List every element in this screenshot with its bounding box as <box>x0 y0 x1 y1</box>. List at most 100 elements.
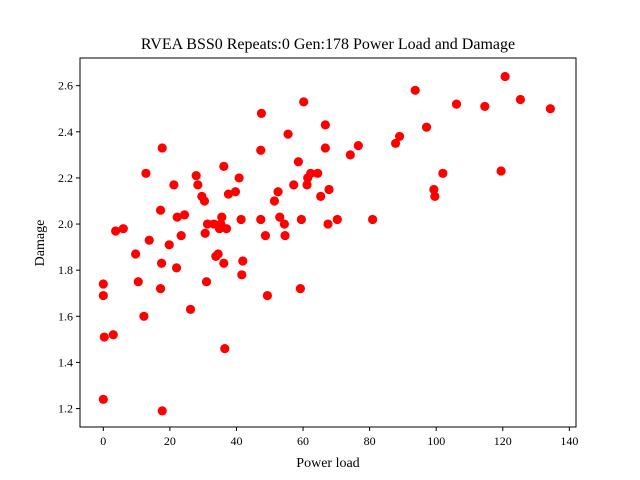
scatter-point <box>410 85 420 95</box>
scatter-point <box>202 219 213 229</box>
scatter-point <box>98 394 108 404</box>
x-tick-label: 40 <box>230 434 242 448</box>
scatter-point <box>199 196 210 206</box>
scatter-point <box>273 187 283 197</box>
scatter-point <box>275 212 285 222</box>
scatter-point <box>296 214 306 225</box>
scatter-point <box>219 258 229 268</box>
scatter-point <box>390 138 401 148</box>
scatter-point <box>193 180 203 190</box>
scatter-point <box>237 270 247 280</box>
scatter-point <box>256 214 266 225</box>
points-layer <box>98 71 555 416</box>
scatter-point <box>302 180 312 190</box>
scatter-point <box>280 230 290 241</box>
scatter-point <box>320 120 330 130</box>
x-axis-label: Power load <box>296 456 359 471</box>
scatter-point <box>139 311 149 321</box>
scatter-point <box>316 191 326 201</box>
scatter-point <box>130 249 141 259</box>
scatter-point <box>155 205 166 215</box>
scatter-point <box>323 219 333 229</box>
scatter-point <box>230 187 241 197</box>
y-tick-label: 1.4 <box>58 355 73 369</box>
scatter-point <box>545 104 555 114</box>
scatter-point <box>221 224 232 234</box>
x-tick-label: 20 <box>164 434 176 448</box>
scatter-point <box>299 97 309 107</box>
scatter-point <box>155 284 166 294</box>
x-tick-label: 100 <box>427 434 445 448</box>
x-tick-label: 120 <box>494 434 512 448</box>
x-tick-label: 60 <box>297 434 309 448</box>
scatter-point <box>320 143 330 153</box>
scatter-point <box>438 168 448 178</box>
y-axis-label: Damage <box>33 220 48 267</box>
scatter-point <box>353 141 363 151</box>
scatter-point <box>144 235 154 245</box>
scatter-point <box>157 143 167 153</box>
scatter-point <box>324 184 334 195</box>
scatter-point <box>201 277 212 287</box>
scatter-point <box>345 150 355 160</box>
scatter-point <box>496 166 506 176</box>
scatter-point <box>515 94 526 105</box>
scatter-point <box>269 196 280 206</box>
scatter-point <box>191 171 201 181</box>
scatter-point <box>118 224 128 234</box>
scatter-point <box>293 157 303 167</box>
ticks-layer: 0 20 40 60 80 100 120 140 1.2 1.4 1.6 1.8 2.0 2.2 2.4 2… <box>58 79 578 448</box>
scatter-point <box>262 290 273 301</box>
scatter-point <box>256 145 266 155</box>
scatter-point <box>157 406 167 416</box>
scatter-point <box>430 191 440 201</box>
scatter-point <box>306 168 316 178</box>
scatter-point <box>98 279 108 289</box>
scatter-point <box>213 249 223 259</box>
scatter-point <box>141 168 151 178</box>
y-tick-label: 1.8 <box>58 263 73 277</box>
y-tick-label: 2.0 <box>58 217 73 231</box>
y-tick-label: 2.4 <box>58 125 73 139</box>
scatter-point <box>156 258 167 268</box>
scatter-point <box>172 212 182 222</box>
scatter-point <box>238 256 248 266</box>
scatter-point <box>164 240 174 250</box>
scatter-point <box>223 189 234 199</box>
scatter-point <box>283 129 293 139</box>
scatter-point <box>179 210 190 220</box>
scatter-point <box>500 71 510 82</box>
scatter-point <box>429 184 439 195</box>
scatter-point <box>99 332 109 342</box>
scatter-point <box>200 228 210 238</box>
chart-title: RVEA BSS0 Repeats:0 Gen:178 Power Load a… <box>141 36 515 53</box>
y-tick-label: 1.6 <box>58 309 73 323</box>
scatter-point <box>451 99 462 109</box>
x-tick-label: 0 <box>100 434 106 448</box>
scatter-point <box>394 131 405 142</box>
y-tick-label: 2.2 <box>58 171 73 185</box>
scatter-point <box>108 330 118 340</box>
y-tick-label: 1.2 <box>58 402 73 416</box>
scatter-point <box>295 284 305 294</box>
scatter-point <box>332 214 342 225</box>
scatter-point <box>169 180 179 190</box>
scatter-point <box>111 226 121 236</box>
scatter-point <box>185 304 196 314</box>
scatter-point <box>279 219 289 229</box>
scatter-point <box>217 212 227 222</box>
scatter-point <box>256 108 267 118</box>
scatter-point <box>480 101 490 112</box>
scatter-point <box>260 230 271 241</box>
x-tick-label: 80 <box>364 434 376 448</box>
scatter-point <box>368 214 378 225</box>
plot-frame <box>79 57 577 428</box>
scatter-point <box>220 343 230 354</box>
scatter-point <box>289 180 299 190</box>
scatter-point <box>171 263 182 273</box>
scatter-point <box>236 214 246 225</box>
y-tick-label: 2.6 <box>58 79 73 93</box>
x-tick-label: 140 <box>560 434 578 448</box>
